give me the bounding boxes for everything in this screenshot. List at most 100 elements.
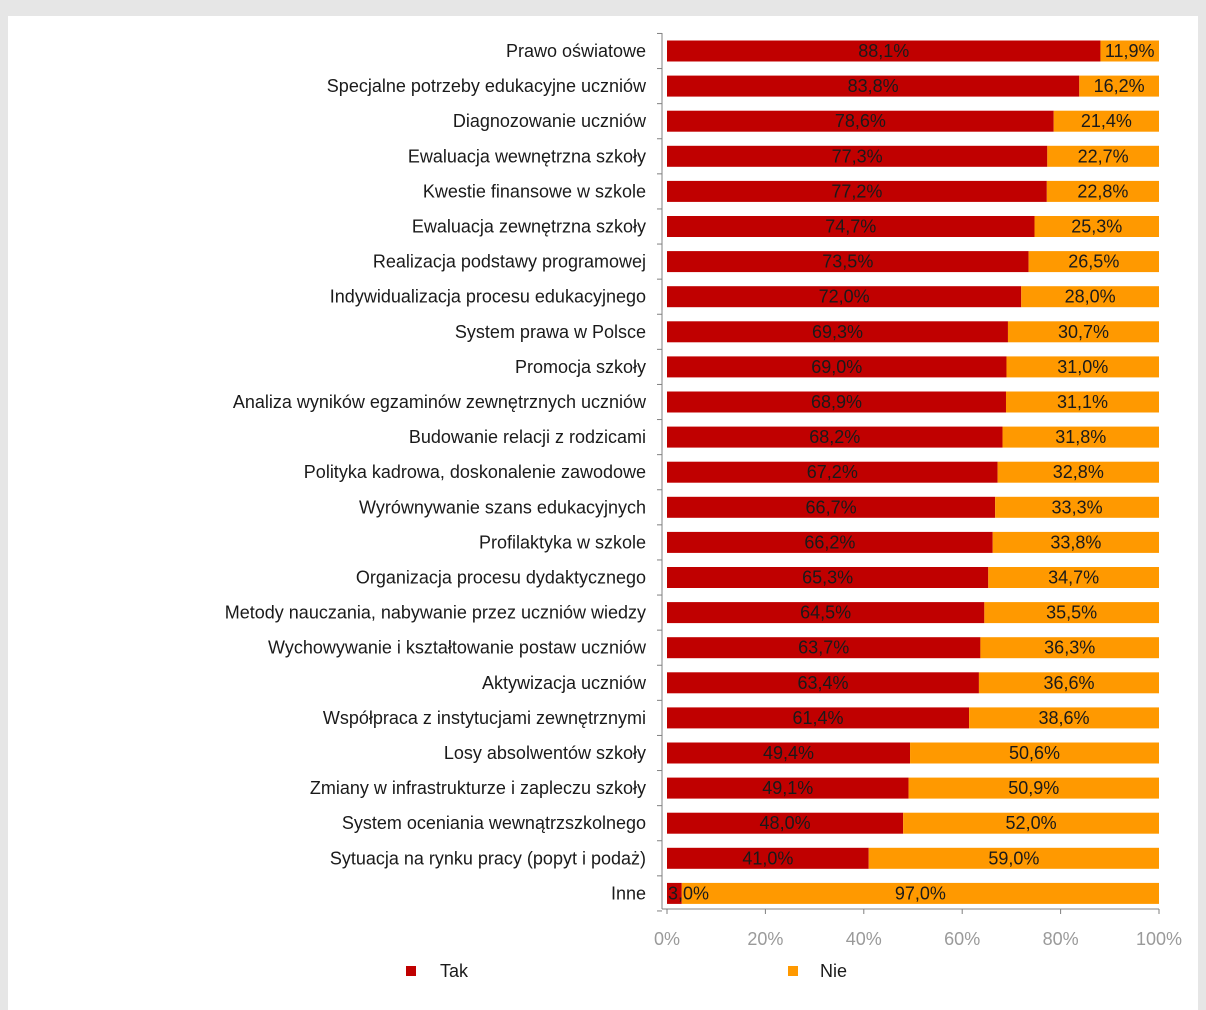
category-label: Profilaktyka w szkole	[479, 532, 646, 552]
bar-nie	[1047, 145, 1159, 167]
bar-tak	[667, 110, 1054, 132]
data-label-tak: 68,2%	[809, 427, 860, 447]
bar-nie	[903, 812, 1159, 834]
bar-nie	[868, 847, 1159, 869]
category-label: Wyrównywanie szans edukacyjnych	[359, 497, 646, 517]
bar-nie	[988, 567, 1159, 588]
category-label: Prawo oświatowe	[506, 41, 646, 61]
data-label-tak: 61,4%	[793, 708, 844, 728]
data-label-tak: 83,8%	[848, 76, 899, 96]
data-label-nie: 22,7%	[1078, 146, 1129, 166]
bar-tak	[667, 847, 869, 869]
bar-nie	[992, 531, 1159, 553]
data-label-tak: 49,4%	[763, 743, 814, 763]
bar-tak	[667, 286, 1022, 308]
category-label: Współpraca z instytucjami zewnętrznymi	[323, 708, 646, 728]
bar-tak	[667, 426, 1003, 448]
bar-nie	[1007, 321, 1159, 343]
data-label-nie: 50,9%	[1008, 778, 1059, 798]
data-label-tak: 64,5%	[800, 603, 851, 623]
category-label: Inne	[611, 883, 646, 903]
legend: Tak Nie	[406, 961, 847, 981]
bars	[667, 40, 1159, 904]
category-label: Realizacja podstawy programowej	[373, 252, 646, 272]
data-label-tak: 74,7%	[825, 217, 876, 237]
data-labels: 88,1% 11,9% 83,8% 16,2% 78,6% 21,4% 77,3% 22,7%…	[668, 41, 1155, 903]
data-label-nie: 52,0%	[1006, 813, 1057, 833]
category-label: Ewaluacja wewnętrzna szkoły	[408, 146, 646, 166]
category-label: Wychowywanie i kształtowanie postaw uczn…	[268, 638, 647, 658]
bar-nie	[908, 777, 1159, 799]
legend-swatch-nie	[788, 966, 798, 976]
bar-nie	[1006, 356, 1159, 378]
data-label-nie: 34,7%	[1048, 568, 1099, 588]
bar-nie	[984, 602, 1159, 624]
bar-nie	[1028, 251, 1159, 273]
x-tick-label: 80%	[1043, 929, 1079, 949]
bar-tak	[667, 216, 1035, 237]
category-label: Losy absolwentów szkoły	[444, 743, 646, 763]
bar-tak	[667, 321, 1008, 343]
data-label-nie: 26,5%	[1068, 252, 1119, 272]
bar-nie	[978, 672, 1159, 694]
bar-tak	[667, 496, 996, 518]
bar-tak	[667, 567, 989, 588]
category-label: Aktywizacja uczniów	[482, 673, 647, 693]
bar-nie	[997, 461, 1159, 483]
bar-tak	[667, 461, 998, 483]
data-label-nie: 16,2%	[1094, 76, 1145, 96]
data-label-tak: 68,9%	[811, 392, 862, 412]
category-label: Polityka kadrowa, doskonalenie zawodowe	[304, 462, 646, 482]
bar-tak	[667, 145, 1048, 167]
data-label-tak: 73,5%	[822, 252, 873, 272]
data-label-tak: 3,0%	[668, 883, 709, 903]
category-label: Budowanie relacji z rodzicami	[409, 427, 646, 447]
data-label-nie: 31,0%	[1057, 357, 1108, 377]
data-label-nie: 50,6%	[1009, 743, 1060, 763]
data-label-nie: 97,0%	[895, 883, 946, 903]
bar-tak	[667, 391, 1006, 413]
data-label-nie: 36,3%	[1044, 638, 1095, 658]
data-label-nie: 36,6%	[1043, 673, 1094, 693]
data-label-nie: 32,8%	[1053, 462, 1104, 482]
data-label-tak: 77,2%	[831, 181, 882, 201]
category-label: Sytuacja na rynku pracy (popyt i podaż)	[330, 848, 646, 868]
bar-nie	[1046, 180, 1159, 202]
data-label-tak: 77,3%	[832, 146, 883, 166]
data-label-nie: 11,9%	[1105, 41, 1155, 61]
data-label-nie: 59,0%	[988, 848, 1039, 868]
category-label: Organizacja procesu dydaktycznego	[356, 568, 646, 588]
bar-nie	[1053, 110, 1159, 132]
data-label-tak: 69,0%	[811, 357, 862, 377]
data-label-tak: 78,6%	[835, 111, 886, 131]
category-label: Ewaluacja zewnętrzna szkoły	[412, 217, 646, 237]
bar-nie	[681, 882, 1159, 904]
category-label: System oceniania wewnątrzszkolnego	[342, 813, 646, 833]
bar-tak	[667, 882, 682, 904]
category-label: Promocja szkoły	[515, 357, 646, 377]
x-tick-label: 0%	[654, 929, 680, 949]
data-label-nie: 28,0%	[1065, 287, 1116, 307]
data-label-tak: 63,4%	[797, 673, 848, 693]
bar-nie	[1034, 216, 1159, 237]
x-tick-label: 40%	[846, 929, 882, 949]
data-label-nie: 38,6%	[1039, 708, 1090, 728]
bar-tak	[667, 707, 970, 729]
category-labels: Prawo oświatowe Specjalne potrzeby edukac…	[225, 41, 647, 903]
bar-nie	[995, 496, 1159, 518]
data-label-tak: 63,7%	[798, 638, 849, 658]
data-label-tak: 66,2%	[804, 532, 855, 552]
data-label-tak: 65,3%	[802, 568, 853, 588]
bar-tak	[667, 75, 1080, 97]
legend-swatch-tak	[406, 966, 416, 976]
category-label: Zmiany w infrastrukturze i zapleczu szko…	[310, 778, 646, 798]
data-label-nie: 25,3%	[1071, 217, 1122, 237]
data-label-nie: 30,7%	[1058, 322, 1109, 342]
data-label-tak: 49,1%	[762, 778, 813, 798]
bar-nie	[980, 637, 1159, 659]
x-tick-label: 100%	[1136, 929, 1182, 949]
data-label-nie: 33,3%	[1052, 497, 1103, 517]
data-label-tak: 72,0%	[819, 287, 870, 307]
x-tick-label: 60%	[944, 929, 980, 949]
data-label-nie: 22,8%	[1077, 181, 1128, 201]
